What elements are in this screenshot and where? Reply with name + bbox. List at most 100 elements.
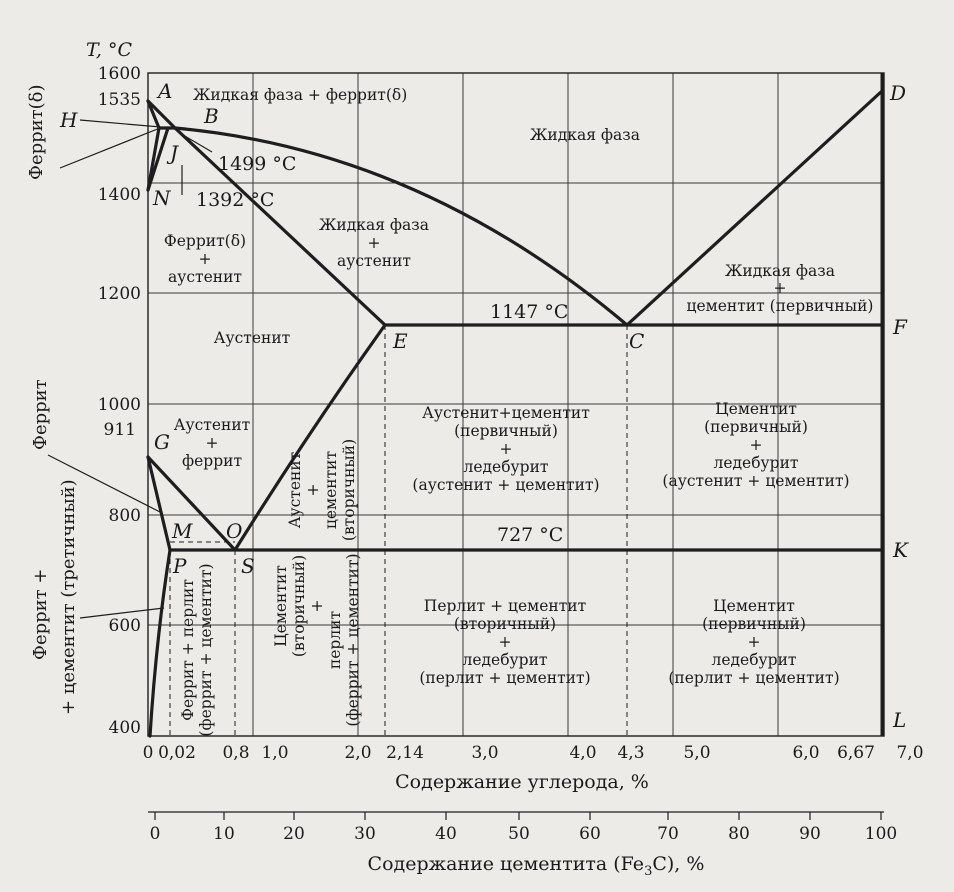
side-ferrite-cementite-1: Феррит +	[30, 569, 51, 660]
x-carbon-ticks: 0 0,02 0,8 1,0 2,0 2,14 3,0 4,0 4,3 5,0 …	[143, 743, 924, 763]
diagram-frame	[147, 72, 885, 737]
temp-727: 727 °C	[497, 524, 563, 546]
line-GS	[146, 455, 237, 552]
region-cem-pearlite-3: +	[308, 600, 326, 613]
region-cem-led-low-1: Цементит	[713, 597, 795, 615]
cm-tick-30: 30	[354, 824, 376, 844]
region-liquid-austenite-3: аустенит	[337, 252, 411, 270]
temp-1392: 1392 °C	[196, 189, 274, 211]
region-liquid-cementite-1: Жидкая фаза	[725, 262, 835, 280]
point-B: B	[203, 104, 219, 128]
line-PQ	[148, 548, 172, 738]
xc-tick-214: 2,14	[386, 743, 424, 763]
x-carbon-label: Содержание углерода, %	[395, 771, 649, 793]
region-austenite-ferrite-2: +	[206, 434, 219, 452]
region-aus-cem-led-5: (аустенит + цементит)	[412, 476, 599, 494]
y-tick-1000: 1000	[98, 395, 141, 415]
xc-tick-667: 6,67	[837, 743, 875, 763]
region-cem-led-high-4: ледебурит	[713, 454, 798, 472]
region-cem-led-low-5: (перлит + цементит)	[668, 669, 839, 687]
side-ferrite: Феррит	[30, 379, 51, 450]
liquidus-CD	[625, 89, 884, 327]
region-ferrite-pearlite-2: (феррит + цементит)	[197, 563, 215, 736]
line-JN	[146, 126, 170, 192]
dashed-guides	[169, 325, 628, 736]
region-austenite-ferrite-3: феррит	[182, 452, 242, 470]
xc-tick-70: 7,0	[896, 743, 923, 763]
xc-tick-60: 6,0	[792, 743, 819, 763]
xc-tick-002: 0,02	[158, 743, 196, 763]
solidus-JE	[173, 126, 387, 327]
region-pearlite-cem-led-3: +	[499, 633, 512, 651]
region-labels: Жидкая фаза + феррит(δ) Жидкая фаза Ферр…	[164, 86, 874, 687]
region-liquid-cementite-2: +	[774, 279, 787, 297]
y-tick-400: 400	[109, 718, 141, 738]
point-P: P	[172, 554, 187, 578]
region-cem-pearlite-1: Цементит	[272, 565, 290, 647]
region-aus-cem-led-2: (первичный)	[454, 422, 558, 440]
point-J: J	[166, 141, 179, 165]
region-aus-cem-sec-2: +	[304, 484, 322, 497]
region-pearlite-cem-led-2: (вторичный)	[454, 615, 556, 633]
region-aus-cem-led-4: ледебурит	[463, 458, 548, 476]
xc-tick-0: 0	[143, 743, 154, 763]
region-cem-pearlite-2: (вторичный)	[290, 555, 308, 657]
y-axis-label: T, °C	[86, 39, 132, 61]
region-liquid-austenite-2: +	[368, 234, 381, 252]
liquidus-ABC	[146, 99, 629, 327]
point-labels: A B H J N D E C F G M O P S K L	[59, 79, 909, 732]
x-cementite-label-main: Содержание цементита (Fe	[368, 853, 645, 875]
rotated-labels: Феррит + перлит (феррит + цементит) Цеме…	[179, 439, 362, 737]
point-M: M	[171, 519, 193, 543]
region-aus-cem-sec-4: (вторичный)	[340, 439, 358, 541]
temp-1499: 1499 °C	[218, 153, 296, 175]
y-tick-1400: 1400	[98, 185, 141, 205]
region-cem-pearlite-5: (феррит + цементит)	[344, 553, 362, 726]
xc-tick-50: 5,0	[683, 743, 710, 763]
side-labels: Феррит(δ) Феррит Феррит + + цементит (тр…	[26, 85, 79, 715]
cementite-axis: 0 10 20 30 40 50 60 70 80 90 100	[148, 811, 897, 844]
region-ferrite-austenite-2: +	[199, 250, 212, 268]
point-F: F	[892, 315, 908, 339]
region-cem-led-high-2: (первичный)	[704, 418, 808, 436]
y-tick-1200: 1200	[98, 284, 141, 304]
xc-tick-40: 4,0	[569, 743, 596, 763]
region-aus-cem-sec-3: цементит	[322, 451, 340, 529]
x-cementite-label: Содержание цементита (Fe3C), %	[368, 853, 705, 879]
y-tick-911: 911	[104, 420, 136, 440]
region-aus-cem-sec-1: Аустенит	[286, 452, 304, 529]
line-SE	[233, 323, 387, 552]
region-austenite-ferrite-1: Аустенит	[174, 416, 251, 434]
xc-tick-30: 3,0	[471, 743, 498, 763]
line-GP	[146, 455, 172, 552]
region-liquid-austenite-1: Жидкая фаза	[319, 216, 429, 234]
y-tick-1600: 1600	[98, 64, 141, 84]
region-cem-led-high-3: +	[750, 436, 763, 454]
region-liquid-ferrite: Жидкая фаза + феррит(δ)	[193, 86, 407, 104]
region-pearlite-cem-led-4: ледебурит	[462, 651, 547, 669]
region-austenite: Аустенит	[214, 329, 291, 347]
x-cementite-label-end: C), %	[652, 853, 704, 875]
y-tick-600: 600	[109, 616, 141, 636]
cm-tick-90: 90	[799, 824, 821, 844]
grid-lines	[148, 73, 884, 736]
region-ferrite-pearlite-1: Феррит + перлит	[179, 579, 197, 721]
y-tick-1535: 1535	[98, 90, 141, 110]
region-cem-pearlite-4: перлит	[326, 611, 344, 669]
region-aus-cem-led-1: Аустенит+цементит	[422, 404, 590, 422]
point-C: C	[629, 329, 644, 353]
region-pearlite-cem-led-5: (перлит + цементит)	[419, 669, 590, 687]
xc-tick-20: 2,0	[344, 743, 371, 763]
y-ticks: 1600 1535 1400 1200 1000 911 800 600 400	[98, 64, 141, 738]
solidus-AH	[146, 99, 161, 130]
cm-tick-60: 60	[579, 824, 601, 844]
point-D: D	[889, 81, 906, 105]
cm-tick-0: 0	[150, 824, 161, 844]
region-liquid: Жидкая фаза	[530, 126, 640, 144]
point-K: K	[892, 538, 909, 562]
y-tick-800: 800	[109, 506, 141, 526]
side-ferrite-delta: Феррит(δ)	[26, 85, 47, 180]
region-cem-led-low-2: (первичный)	[702, 615, 806, 633]
